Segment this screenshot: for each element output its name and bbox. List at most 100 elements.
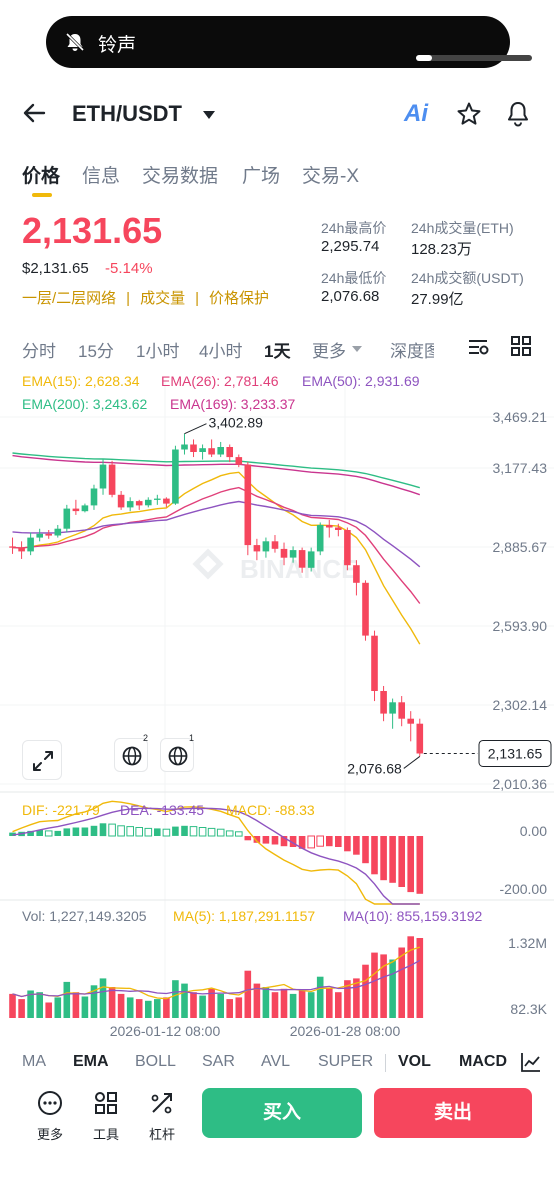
ema15-line	[12, 471, 421, 645]
tab-square[interactable]: 广场	[242, 166, 281, 187]
interval-4h[interactable]: 4小时	[199, 342, 243, 361]
high-marker-label: 3,402.89	[208, 415, 263, 431]
candle-body	[135, 501, 143, 506]
indicator-avl[interactable]: AVL	[261, 1053, 291, 1070]
candle-body	[18, 547, 25, 552]
candle-body	[262, 541, 270, 552]
translate-button-2[interactable]: 2	[114, 733, 148, 772]
kline-chart[interactable]: BINANCE 3,469.213,177.432,885.672,593.90…	[0, 365, 554, 1045]
macd-bar	[362, 836, 369, 864]
macd-bar	[162, 828, 171, 837]
macd-bar	[335, 836, 342, 847]
indicator-vol[interactable]: VOL	[398, 1053, 431, 1070]
indicator-chart-icon[interactable]	[520, 1051, 542, 1073]
candle-body	[45, 533, 52, 536]
high-label: 24h最高价	[321, 220, 387, 236]
candles	[9, 433, 424, 757]
volume-bar	[135, 999, 143, 1018]
volume-bar	[335, 992, 342, 1018]
volume-bar[interactable]	[416, 55, 532, 61]
tools-button[interactable]: 工具	[86, 1090, 126, 1143]
macd-bar	[108, 823, 116, 837]
bell-icon[interactable]	[505, 100, 531, 128]
ai-assistant-button[interactable]: Ai	[404, 100, 428, 127]
tag-volume[interactable]: 成交量	[140, 290, 186, 307]
macd-bar	[154, 828, 161, 836]
candle-body	[27, 537, 34, 552]
more-button[interactable]: 更多	[30, 1090, 70, 1143]
tab-trading-data[interactable]: 交易数据	[142, 166, 219, 187]
pair-title[interactable]: ETH/USDT	[72, 101, 182, 126]
more-dots-icon	[38, 1091, 62, 1115]
tab-info[interactable]: 信息	[82, 166, 121, 187]
volume-bar	[380, 954, 387, 1018]
macd-bar	[81, 827, 89, 836]
volume-bar	[145, 1000, 152, 1018]
volume-bar	[407, 936, 414, 1018]
candle-body	[190, 444, 197, 452]
caret-down-icon[interactable]	[202, 110, 216, 120]
candle-body	[407, 718, 414, 724]
macd-bar	[172, 826, 179, 836]
back-arrow-icon[interactable]	[22, 100, 48, 126]
interval-1d[interactable]: 1天	[264, 342, 291, 361]
grid-layout-icon[interactable]	[510, 335, 532, 357]
vol-usdt-value: 27.99亿	[411, 291, 464, 308]
vol-usdt-label: 24h成交额(USDT)	[411, 270, 524, 286]
candle-body	[335, 527, 342, 530]
candle-body	[145, 499, 152, 506]
price-tick-label: 3,469.21	[493, 409, 548, 425]
leverage-button[interactable]: 杠杆	[142, 1090, 182, 1143]
candle-body	[398, 702, 405, 719]
interval-15m[interactable]: 15分	[78, 342, 114, 361]
interval-more[interactable]: 更多	[312, 342, 346, 361]
volume-bar	[389, 959, 396, 1018]
interval-timeshare[interactable]: 分时	[22, 342, 56, 361]
fullscreen-button[interactable]	[22, 740, 62, 780]
volume-bar	[262, 987, 270, 1018]
vol-legend: Vol: 1,227,149.3205	[22, 908, 147, 924]
bottom-action-bar: 更多 工具 杠杆 买入 卖出	[0, 1086, 554, 1146]
last-price: 2,131.65	[22, 210, 163, 251]
candle-body	[9, 546, 16, 548]
macd-bar	[117, 825, 125, 837]
expand-icon	[33, 751, 53, 771]
indicator-super[interactable]: SUPER	[318, 1053, 374, 1070]
candle-body	[280, 548, 288, 558]
ringer-label: 铃声	[98, 35, 137, 56]
star-icon[interactable]	[456, 101, 482, 127]
candle-body	[217, 447, 224, 455]
tab-trade-x[interactable]: 交易-X	[302, 166, 360, 187]
sell-button[interactable]: 卖出	[374, 1088, 532, 1138]
interval-1h[interactable]: 1小时	[136, 342, 180, 361]
candle-body	[172, 449, 179, 504]
ema26-line	[12, 486, 421, 604]
indicator-macd[interactable]: MACD	[459, 1053, 507, 1070]
time-axis-label: 2026-01-12 08:00	[110, 1023, 221, 1039]
macd-bar	[271, 836, 279, 845]
macd-bar	[126, 826, 135, 837]
indicator-ma[interactable]: MA	[22, 1053, 46, 1070]
indicator-ema[interactable]: EMA	[73, 1053, 109, 1070]
chart-settings-icon[interactable]	[466, 335, 490, 359]
macd-bar	[189, 826, 198, 837]
indicator-boll[interactable]: BOLL	[135, 1053, 176, 1070]
caret-down-icon[interactable]	[351, 345, 363, 353]
dea-line	[12, 807, 420, 905]
tag-layer-network[interactable]: 一层/二层网络	[22, 290, 117, 307]
tag-price-protection[interactable]: 价格保护	[209, 290, 270, 307]
volume-tick-label: 1.32M	[508, 935, 547, 951]
tab-price[interactable]: 价格	[22, 166, 61, 187]
leverage-label: 杠杆	[148, 1127, 175, 1142]
translate-button-1[interactable]: 1	[160, 733, 194, 772]
buy-button[interactable]: 买入	[202, 1088, 362, 1138]
interval-depth[interactable]: 深度图	[390, 342, 434, 361]
ema50-legend: EMA(50): 2,931.69	[302, 373, 420, 389]
indicator-sar[interactable]: SAR	[202, 1053, 235, 1070]
candle-body	[226, 447, 233, 458]
volume-bar	[90, 985, 98, 1018]
volume-bar	[326, 987, 333, 1018]
volume-bar	[398, 947, 405, 1018]
volume-pane	[9, 936, 424, 1018]
vol-ma10-line	[12, 959, 421, 998]
